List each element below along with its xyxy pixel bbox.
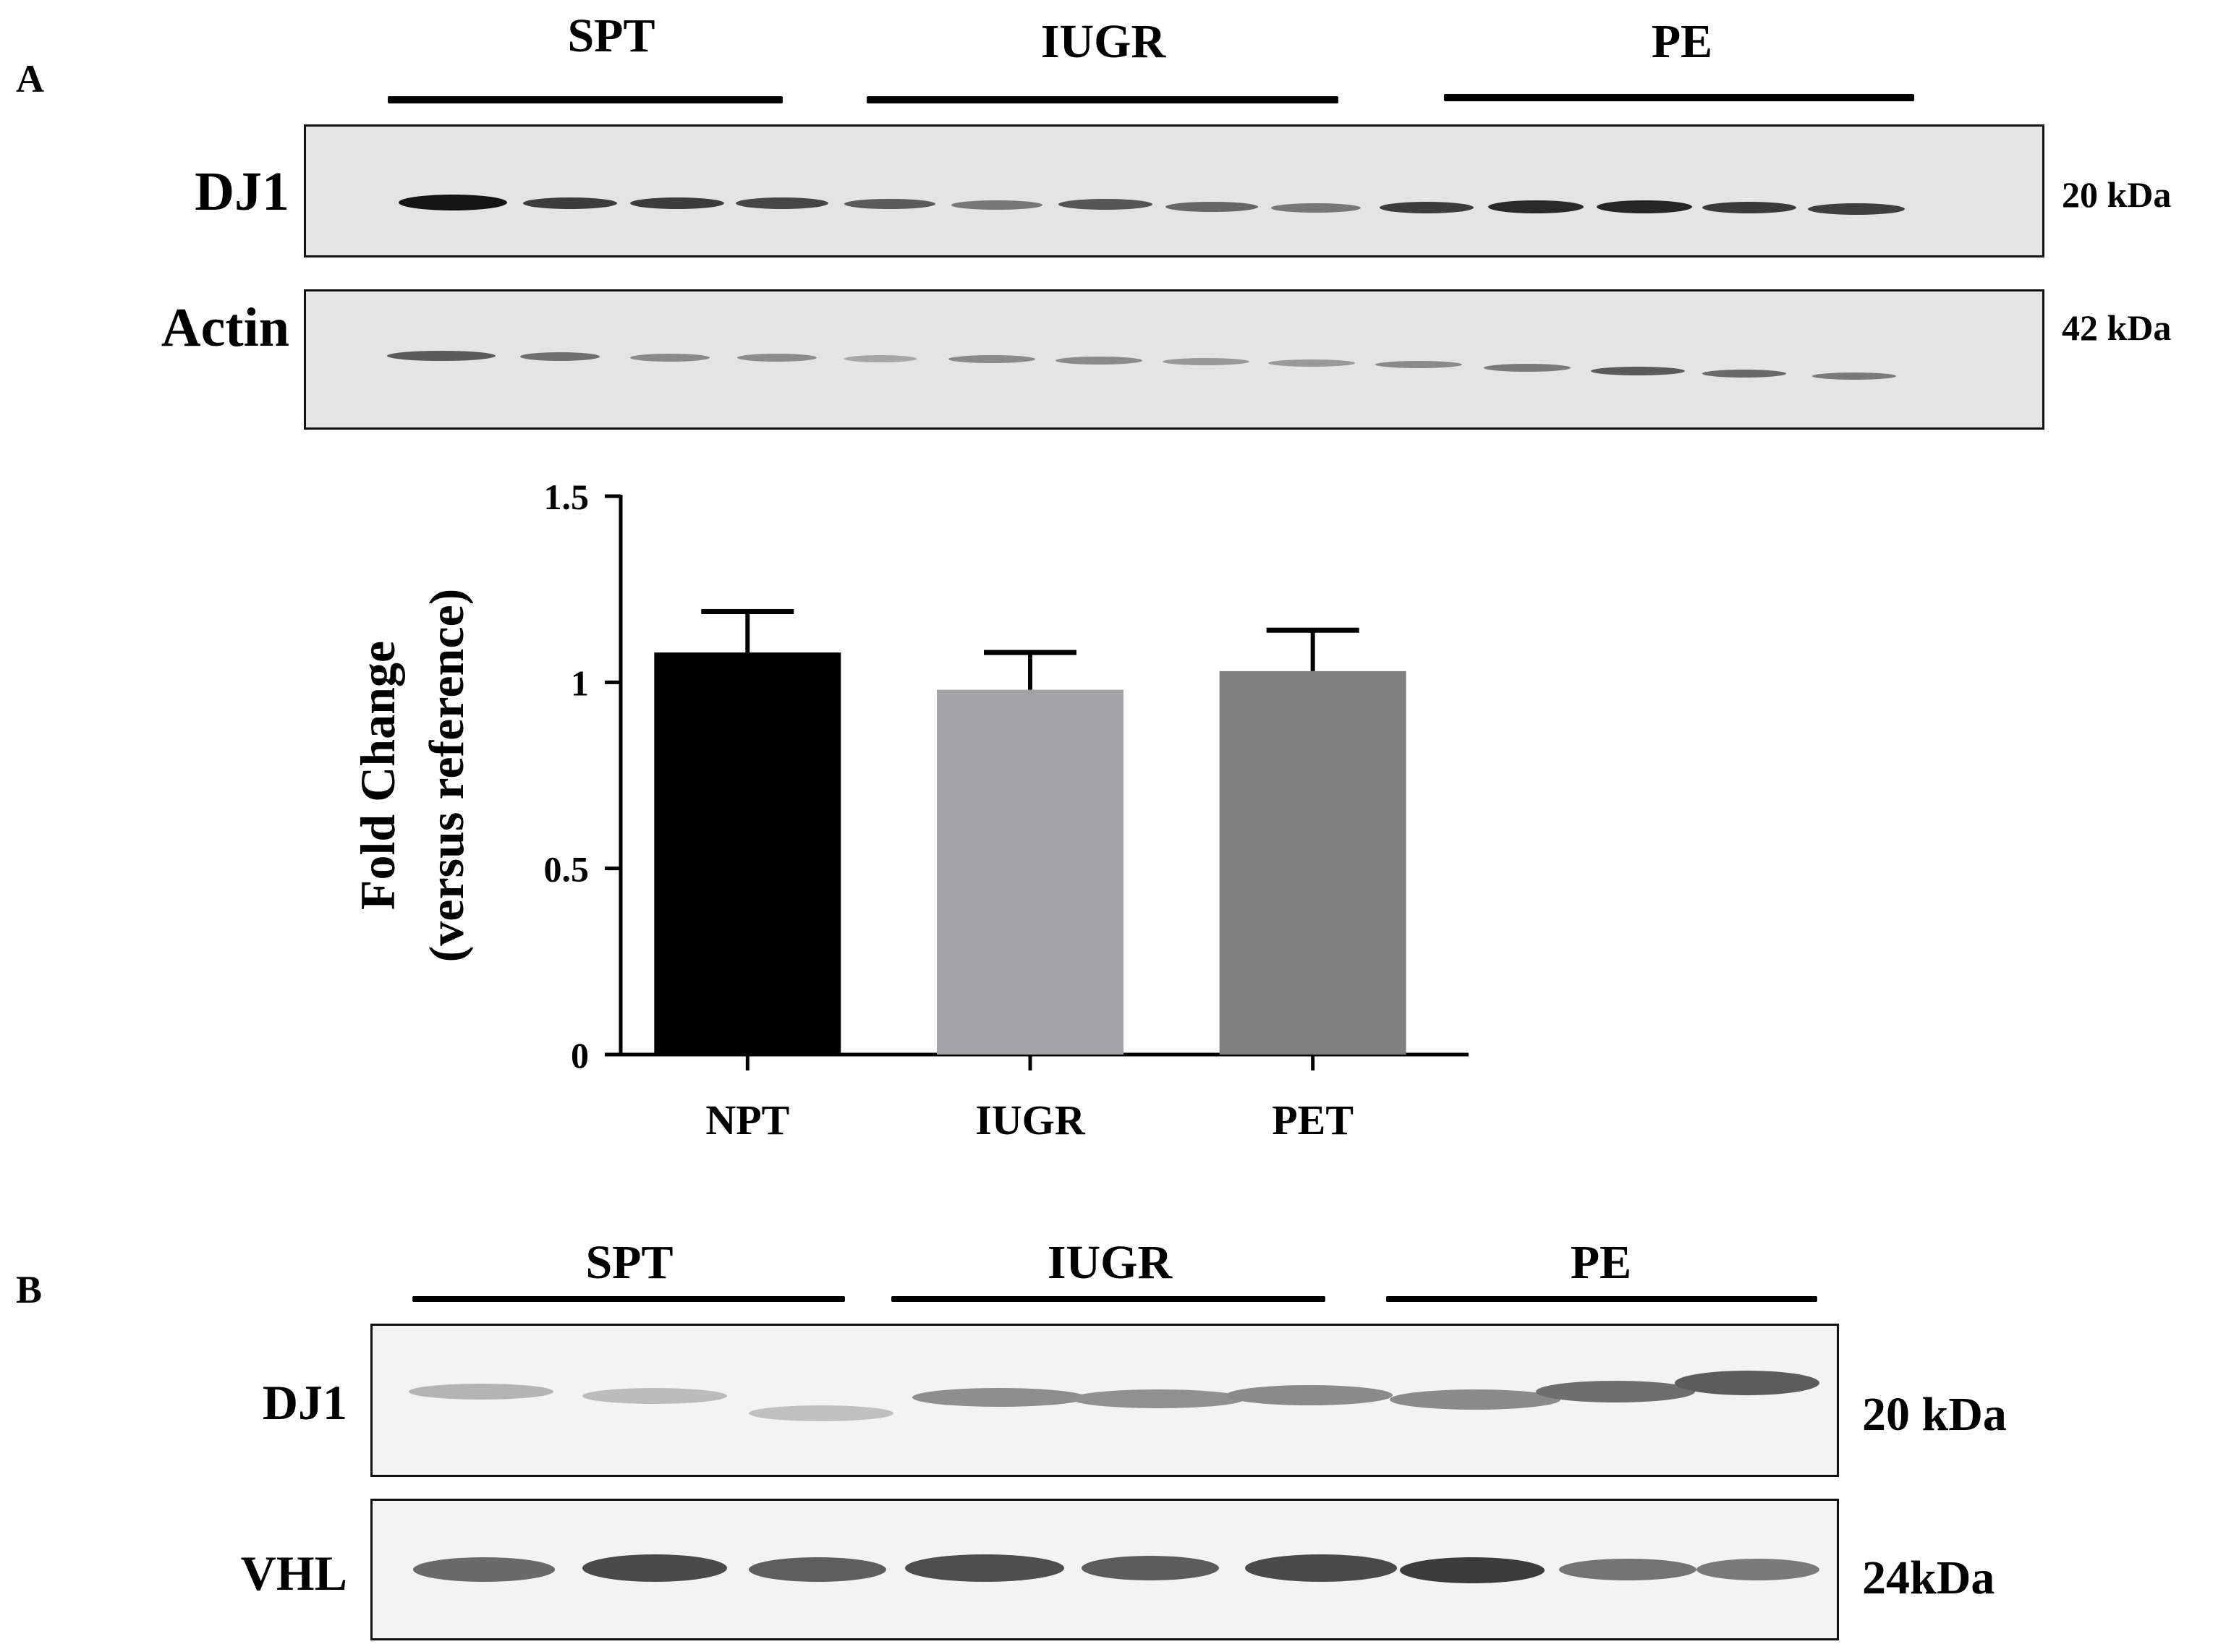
panel-a-group-line-spt: [388, 96, 783, 103]
panel-a-row-label-actin: Actin: [161, 297, 289, 358]
panel-a-group-line-pe: [1444, 94, 1914, 101]
panel-b-group-line-pe: [1386, 1296, 1817, 1302]
fold-change-bar-chart: 0 0.5 1 1.5 NPT IUGR PET Fold Change (versus ref…: [350, 477, 1469, 1144]
panel-a-size-dj1: 20 kDa: [2062, 174, 2172, 215]
panel-b-group-label-pe: PE: [1570, 1236, 1632, 1289]
y-tick-label-1: 0.5: [544, 849, 590, 890]
panel-b-group-line-iugr: [891, 1296, 1325, 1302]
bar-pet: [1219, 670, 1406, 1055]
panel-b-group-label-spt: SPT: [585, 1236, 674, 1289]
panel-a-group-label-pe: PE: [1651, 15, 1713, 68]
panel-b-row-label-vhl: VHL: [240, 1546, 347, 1601]
panel-b-group-label-iugr: IUGR: [1047, 1236, 1173, 1289]
panel-a-blot-dj1: [304, 124, 2044, 257]
panel-a-row-label-dj1: DJ1: [195, 161, 289, 222]
panel-b-letter: B: [16, 1268, 43, 1311]
y-tick-label-2: 1: [571, 663, 589, 703]
y-axis-sublabel: (versus reference): [419, 589, 474, 963]
bar-npt: [654, 652, 841, 1055]
panel-b-row-label-dj1: DJ1: [262, 1375, 347, 1430]
panel-a-blot-actin: [304, 289, 2044, 430]
x-tick-label-pet: PET: [1272, 1097, 1354, 1144]
panel-a-size-actin: 42 kDa: [2062, 307, 2172, 348]
panel-b-size-vhl: 24kDa: [1862, 1551, 1995, 1604]
x-tick-label-iugr: IUGR: [975, 1097, 1086, 1144]
panel-a-letter: A: [16, 57, 44, 101]
panel-b-group-line-spt: [412, 1296, 845, 1302]
panel-b-size-dj1: 20 kDa: [1862, 1388, 2007, 1441]
bar-iugr: [937, 689, 1123, 1055]
panel-b-blot-vhl: [370, 1499, 1839, 1640]
x-tick-label-npt: NPT: [705, 1097, 789, 1144]
y-tick-label-3: 1.5: [544, 477, 590, 517]
panel-a-group-line-iugr: [867, 96, 1338, 103]
y-axis-label: Fold Change: [350, 641, 405, 910]
panel-a-group-label-spt: SPT: [567, 9, 655, 62]
y-tick-label-0: 0: [571, 1035, 589, 1076]
panel-a-group-label-iugr: IUGR: [1040, 15, 1166, 68]
panel-b-blot-dj1: [370, 1324, 1839, 1477]
